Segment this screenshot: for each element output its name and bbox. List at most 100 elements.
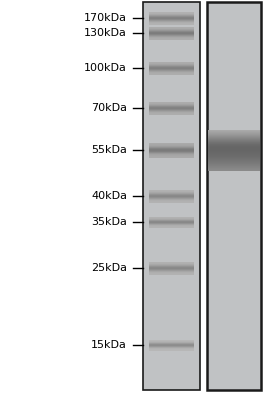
Bar <box>149 349 194 350</box>
Bar <box>149 66 194 67</box>
Bar <box>149 262 194 263</box>
Bar <box>149 340 194 341</box>
Bar <box>208 137 260 138</box>
Bar <box>149 226 194 227</box>
Bar <box>208 165 260 166</box>
Bar <box>149 224 194 225</box>
Bar <box>149 63 194 64</box>
Bar <box>149 29 194 30</box>
Bar <box>149 154 194 155</box>
Bar <box>149 35 194 36</box>
Bar <box>149 72 194 73</box>
Bar <box>149 14 194 15</box>
Bar <box>149 273 194 274</box>
Bar <box>149 67 194 68</box>
Bar <box>208 155 260 156</box>
Bar <box>149 30 194 31</box>
Bar <box>149 64 194 65</box>
Bar <box>208 139 260 140</box>
Bar <box>149 191 194 192</box>
Bar <box>149 263 194 264</box>
Bar <box>149 219 194 220</box>
Bar <box>149 109 194 110</box>
Bar <box>149 19 194 20</box>
Bar <box>149 190 194 191</box>
Bar <box>149 13 194 14</box>
Bar <box>149 341 194 342</box>
Bar <box>149 191 194 192</box>
Bar <box>149 220 194 221</box>
Bar <box>149 342 194 343</box>
Bar <box>208 150 260 151</box>
Bar <box>149 199 194 200</box>
Bar <box>208 170 260 171</box>
Bar <box>149 200 194 201</box>
Bar <box>149 272 194 273</box>
Bar <box>149 24 194 25</box>
Bar <box>208 138 260 139</box>
Bar <box>149 219 194 220</box>
Bar <box>149 193 194 194</box>
Bar <box>208 147 260 148</box>
Bar <box>149 32 194 33</box>
Bar <box>149 273 194 274</box>
Bar <box>149 34 194 35</box>
Bar <box>208 158 260 159</box>
Bar <box>149 267 194 268</box>
Bar <box>208 156 260 157</box>
Bar <box>149 62 194 63</box>
Bar <box>149 271 194 272</box>
Bar <box>149 32 194 33</box>
Text: 40kDa: 40kDa <box>91 191 127 201</box>
Bar <box>149 221 194 222</box>
Bar <box>149 265 194 266</box>
Bar <box>208 164 260 165</box>
Bar <box>208 147 260 148</box>
Bar <box>208 142 260 143</box>
Bar <box>208 130 260 131</box>
Bar <box>149 112 194 113</box>
Bar <box>208 154 260 155</box>
Bar <box>208 168 260 169</box>
Bar <box>149 193 194 194</box>
Bar <box>149 67 194 68</box>
Bar <box>149 73 194 74</box>
Bar <box>208 168 260 170</box>
Bar <box>149 341 194 342</box>
Bar <box>149 347 194 348</box>
Bar <box>149 143 194 144</box>
Text: 25kDa: 25kDa <box>91 263 127 273</box>
Bar <box>149 274 194 275</box>
Bar <box>208 139 260 140</box>
Bar <box>149 29 194 30</box>
Bar <box>149 192 194 193</box>
Bar <box>149 17 194 18</box>
Text: 15kDa: 15kDa <box>91 340 127 350</box>
Bar <box>149 34 194 35</box>
Bar <box>149 106 194 107</box>
Bar <box>208 152 260 153</box>
Bar <box>149 156 194 157</box>
Bar <box>149 108 194 109</box>
Bar <box>208 136 260 138</box>
Bar <box>208 140 260 141</box>
Bar <box>149 14 194 15</box>
Bar <box>208 150 260 151</box>
Bar <box>149 64 194 65</box>
Bar <box>149 113 194 114</box>
Bar <box>149 145 194 146</box>
Bar <box>208 148 260 149</box>
Bar <box>149 345 194 346</box>
Bar <box>149 198 194 199</box>
Bar <box>149 201 194 202</box>
Bar <box>149 227 194 228</box>
Bar <box>149 31 194 32</box>
Bar <box>149 108 194 109</box>
Text: 170kDa: 170kDa <box>84 13 127 23</box>
Bar <box>149 146 194 147</box>
Bar <box>149 69 194 70</box>
Bar <box>149 198 194 199</box>
Bar <box>208 158 260 159</box>
Bar <box>149 110 194 111</box>
Bar <box>149 72 194 73</box>
